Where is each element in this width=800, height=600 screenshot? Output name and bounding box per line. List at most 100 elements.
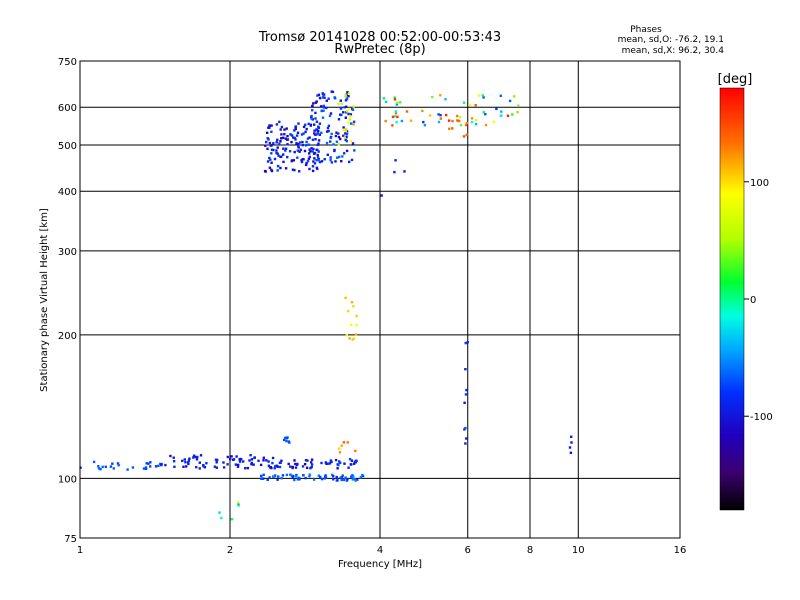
data-point: [305, 466, 309, 469]
data-point: [354, 461, 358, 464]
data-point: [310, 461, 313, 464]
data-point: [334, 458, 338, 462]
data-point: [569, 451, 573, 454]
data-point: [458, 116, 462, 119]
data-point: [329, 112, 333, 115]
data-point: [313, 132, 316, 135]
data-point: [99, 468, 102, 471]
y-tick-label: 750: [58, 57, 77, 68]
data-point: [238, 460, 242, 463]
data-point: [272, 142, 275, 145]
data-point: [238, 457, 241, 461]
data-point: [346, 91, 349, 94]
data-point: [421, 109, 424, 113]
data-point: [262, 459, 265, 462]
data-point: [173, 465, 176, 468]
data-point: [327, 124, 331, 127]
data-point: [297, 122, 300, 125]
data-point: [305, 127, 308, 131]
data-point: [345, 133, 349, 136]
data-point: [325, 106, 328, 110]
data-point: [292, 136, 295, 139]
data-point: [343, 462, 346, 465]
data-point: [142, 467, 146, 470]
data-point: [349, 463, 352, 466]
data-point: [267, 464, 271, 467]
data-point: [220, 516, 223, 520]
data-point: [310, 114, 313, 118]
x-tick-label: 16: [674, 545, 687, 556]
data-point: [313, 162, 317, 165]
data-point: [423, 124, 427, 127]
data-point: [244, 467, 247, 470]
data-point: [517, 104, 520, 107]
data-point: [298, 150, 301, 153]
data-point: [349, 323, 353, 326]
data-point: [281, 474, 285, 477]
data-point: [345, 139, 348, 143]
data-point: [345, 96, 348, 99]
data-point: [337, 102, 340, 105]
data-point: [308, 155, 311, 159]
data-point: [294, 125, 297, 128]
data-point: [269, 466, 272, 469]
data-point: [470, 117, 474, 120]
data-point: [352, 475, 355, 478]
data-point: [293, 136, 296, 140]
data-point: [350, 158, 354, 162]
data-point: [444, 113, 448, 117]
data-point: [396, 101, 399, 104]
data-point: [297, 142, 300, 146]
data-point: [326, 126, 330, 130]
data-point: [339, 113, 342, 116]
data-point: [315, 159, 318, 162]
data-point: [285, 473, 289, 477]
data-point: [288, 150, 292, 153]
data-point: [470, 120, 474, 124]
y-tick-label: 400: [58, 187, 77, 198]
data-point: [294, 138, 297, 141]
data-point: [260, 477, 263, 480]
data-point: [195, 466, 198, 469]
data-point: [301, 465, 305, 468]
data-point: [322, 109, 325, 112]
data-point: [311, 150, 314, 153]
data-point: [291, 475, 294, 479]
data-point: [393, 115, 396, 118]
colorbar: [719, 87, 745, 511]
data-point: [313, 129, 316, 132]
data-point: [330, 132, 333, 136]
data-point: [451, 119, 454, 123]
data-point: [314, 101, 318, 104]
data-point: [382, 97, 386, 100]
data-point: [309, 124, 312, 127]
data-point: [339, 106, 343, 110]
data-point: [270, 144, 273, 147]
data-point: [268, 124, 271, 127]
data-point: [499, 94, 502, 97]
data-point: [359, 475, 363, 479]
data-point: [342, 111, 345, 114]
data-point: [116, 462, 120, 465]
data-point: [456, 119, 459, 122]
data-point: [500, 114, 503, 117]
data-point: [344, 296, 347, 300]
data-point: [341, 155, 344, 158]
data-point: [268, 141, 272, 145]
data-point: [205, 462, 208, 465]
data-point: [263, 169, 267, 173]
data-point: [332, 143, 335, 146]
data-point: [344, 94, 347, 97]
data-point: [172, 460, 176, 463]
data-point: [327, 462, 330, 465]
data-point: [109, 465, 113, 468]
data-point: [396, 115, 399, 118]
data-point: [320, 109, 323, 113]
data-point: [154, 465, 158, 468]
data-point: [285, 127, 288, 130]
data-point: [273, 475, 276, 478]
data-point: [305, 140, 308, 144]
data-point: [344, 116, 347, 119]
data-point: [226, 463, 229, 466]
data-point: [345, 334, 348, 337]
